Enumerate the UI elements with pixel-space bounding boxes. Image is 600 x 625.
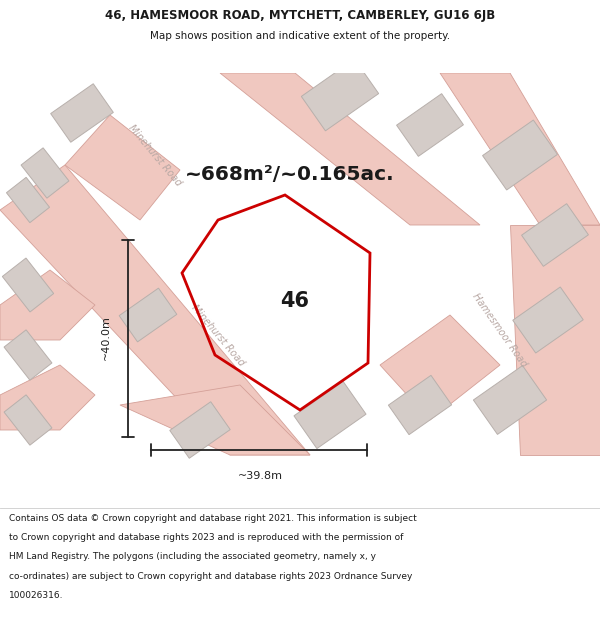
Polygon shape [513,287,583,353]
Text: to Crown copyright and database rights 2023 and is reproduced with the permissio: to Crown copyright and database rights 2… [9,533,403,542]
Polygon shape [2,258,53,312]
Polygon shape [170,402,230,458]
Polygon shape [220,73,480,225]
Text: Hamesmoor Road: Hamesmoor Road [471,291,529,369]
Polygon shape [510,225,600,455]
Text: Map shows position and indicative extent of the property.: Map shows position and indicative extent… [150,31,450,41]
Polygon shape [4,330,52,380]
Polygon shape [0,270,95,340]
Text: 100026316.: 100026316. [9,591,64,600]
Polygon shape [21,148,69,198]
Polygon shape [521,204,589,266]
Polygon shape [0,165,310,455]
Text: co-ordinates) are subject to Crown copyright and database rights 2023 Ordnance S: co-ordinates) are subject to Crown copyr… [9,572,412,581]
Polygon shape [7,177,50,222]
Text: Contains OS data © Crown copyright and database right 2021. This information is : Contains OS data © Crown copyright and d… [9,514,417,523]
Polygon shape [482,120,557,190]
Polygon shape [4,395,52,445]
Text: Minehurst Road: Minehurst Road [190,302,247,368]
Text: HM Land Registry. The polygons (including the associated geometry, namely x, y: HM Land Registry. The polygons (includin… [9,552,376,561]
Polygon shape [119,288,177,342]
Text: 46: 46 [280,291,310,311]
Polygon shape [473,366,547,434]
Polygon shape [388,376,452,434]
Polygon shape [301,59,379,131]
Polygon shape [0,365,95,430]
Text: 46, HAMESMOOR ROAD, MYTCHETT, CAMBERLEY, GU16 6JB: 46, HAMESMOOR ROAD, MYTCHETT, CAMBERLEY,… [105,9,495,22]
Text: Minehurst Road: Minehurst Road [127,122,184,188]
Polygon shape [120,385,310,455]
Text: ~668m²/~0.165ac.: ~668m²/~0.165ac. [185,166,395,184]
Polygon shape [380,315,500,420]
Polygon shape [50,84,113,142]
Polygon shape [440,73,600,225]
Polygon shape [397,94,463,156]
Polygon shape [294,381,366,449]
Text: ~39.8m: ~39.8m [238,471,283,481]
Polygon shape [65,115,180,220]
Text: ~40.0m: ~40.0m [101,316,111,361]
